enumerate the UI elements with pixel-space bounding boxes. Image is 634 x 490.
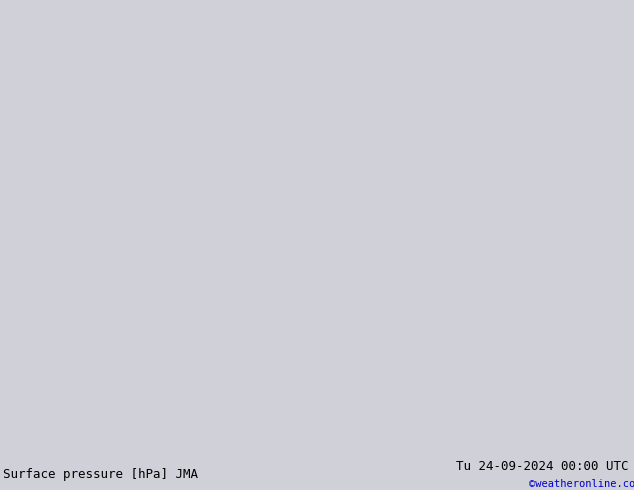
Text: Surface pressure [hPa] JMA: Surface pressure [hPa] JMA bbox=[3, 467, 198, 481]
Text: Tu 24-09-2024 00:00 UTC (00+48): Tu 24-09-2024 00:00 UTC (00+48) bbox=[456, 460, 634, 473]
Text: ©weatheronline.co.uk: ©weatheronline.co.uk bbox=[529, 479, 634, 489]
